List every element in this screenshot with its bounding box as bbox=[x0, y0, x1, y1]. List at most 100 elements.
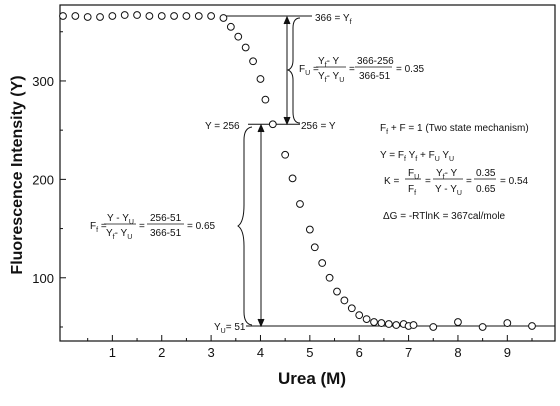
data-point bbox=[261, 95, 270, 104]
data-point bbox=[71, 12, 80, 20]
data-point bbox=[409, 321, 418, 329]
eq-delta-g: ΔG = -RTlnK = 367cal/mole bbox=[383, 211, 506, 222]
data-point bbox=[268, 120, 277, 129]
x-tick-label: 5 bbox=[306, 345, 313, 360]
data-point bbox=[478, 323, 487, 331]
svg-text:= 0.65: = 0.65 bbox=[187, 221, 216, 232]
data-point bbox=[234, 32, 243, 41]
data-point bbox=[454, 318, 462, 326]
y-axis-label: Fluorescence Intensity (Y) bbox=[9, 75, 26, 274]
y-tick-label: 300 bbox=[32, 74, 54, 89]
svg-text:Y - YU: Y - YU bbox=[435, 184, 462, 197]
svg-text:= 0.35: = 0.35 bbox=[396, 64, 425, 75]
x-tick-label: 1 bbox=[109, 345, 116, 360]
svg-text:Y - YU: Y - YU bbox=[107, 213, 134, 226]
svg-text:366-51: 366-51 bbox=[150, 228, 182, 239]
folded-label: 366 = Yf bbox=[315, 13, 352, 26]
data-point bbox=[377, 319, 386, 327]
svg-text:0.65: 0.65 bbox=[476, 184, 496, 195]
annotations: 366 = Yf Y = 256 256 = Y YU= 51 FU = Yf-… bbox=[90, 13, 529, 335]
data-point bbox=[241, 43, 250, 52]
svg-text:Yf- Y: Yf- Y bbox=[436, 168, 458, 181]
data-point bbox=[59, 12, 67, 20]
eq-y-sum: Y = Ff Yf + FU YU bbox=[380, 150, 454, 163]
data-point bbox=[288, 174, 297, 183]
data-point bbox=[157, 12, 166, 20]
eq-two-state: Ff + F = 1 (Two state mechanism) bbox=[380, 123, 529, 136]
data-point bbox=[296, 200, 304, 208]
data-point bbox=[355, 311, 364, 320]
data-point bbox=[207, 12, 216, 20]
equations-block: Ff + F = 1 (Two state mechanism) Y = Ff … bbox=[380, 123, 529, 222]
upper-arrowhead-bottom bbox=[283, 116, 291, 126]
data-point bbox=[347, 304, 356, 313]
data-point bbox=[194, 12, 203, 20]
data-point bbox=[170, 12, 178, 20]
svg-text:=: = bbox=[466, 176, 472, 187]
eq-k: K = FU Ff = Yf- Y Y - YU = 0.35 0.65 = 0… bbox=[384, 168, 529, 197]
data-point bbox=[226, 22, 235, 31]
data-point bbox=[325, 273, 334, 282]
data-point bbox=[305, 225, 314, 234]
axis-ticks: 1 2 3 4 5 6 7 8 9 100 200 300 bbox=[32, 31, 533, 360]
svg-text:256-51: 256-51 bbox=[150, 213, 182, 224]
data-point bbox=[83, 13, 92, 21]
lower-brace bbox=[237, 126, 253, 326]
data-point bbox=[219, 14, 228, 22]
svg-text:Yf- Y: Yf- Y bbox=[318, 56, 340, 69]
unfolded-label: YU= 51 bbox=[214, 322, 246, 335]
lower-arrowhead-bottom bbox=[257, 318, 265, 328]
svg-text:K =: K = bbox=[384, 176, 399, 187]
data-point bbox=[281, 150, 290, 159]
x-tick-label: 7 bbox=[405, 345, 412, 360]
x-axis-label: Urea (M) bbox=[278, 369, 346, 388]
x-tick-label: 4 bbox=[257, 345, 264, 360]
data-point bbox=[333, 287, 341, 296]
plot-frame bbox=[59, 4, 556, 342]
svg-text:=: = bbox=[349, 64, 355, 75]
data-point bbox=[96, 13, 104, 21]
svg-text:366-256: 366-256 bbox=[357, 56, 394, 67]
svg-text:= 0.54: = 0.54 bbox=[500, 176, 529, 187]
data-point bbox=[310, 243, 319, 252]
svg-text:Yf- YU: Yf- YU bbox=[106, 228, 132, 241]
data-point bbox=[133, 11, 141, 19]
fu-equation: FU = Yf- Y Yf- YU = 366-256 366-51 = 0.3… bbox=[299, 56, 425, 84]
annotation-graphics bbox=[237, 15, 301, 328]
x-tick-label: 9 bbox=[504, 345, 511, 360]
data-point bbox=[503, 319, 512, 327]
data-point bbox=[108, 12, 117, 20]
data-point bbox=[528, 322, 536, 330]
mid-left-label: Y = 256 bbox=[205, 121, 240, 132]
svg-text:366-51: 366-51 bbox=[359, 71, 391, 82]
y-tick-label: 200 bbox=[32, 172, 54, 187]
x-tick-label: 3 bbox=[207, 345, 214, 360]
data-point bbox=[249, 57, 257, 66]
data-point bbox=[318, 259, 327, 267]
x-tick-label: 8 bbox=[454, 345, 461, 360]
data-point bbox=[120, 11, 129, 19]
svg-text:FU =: FU = bbox=[299, 64, 319, 77]
mid-right-label: 256 = Y bbox=[301, 121, 336, 132]
data-points bbox=[59, 11, 536, 331]
lower-arrowhead-top bbox=[257, 123, 265, 133]
data-point bbox=[362, 315, 371, 324]
upper-brace bbox=[286, 17, 301, 124]
data-point bbox=[340, 296, 349, 305]
data-point bbox=[384, 320, 393, 328]
svg-text:Ff =: Ff = bbox=[90, 221, 107, 234]
svg-text:=: = bbox=[139, 221, 145, 232]
data-point bbox=[256, 75, 265, 83]
data-point bbox=[370, 318, 378, 326]
svg-text:=: = bbox=[425, 176, 431, 187]
y-tick-label: 100 bbox=[32, 271, 54, 286]
x-tick-label: 6 bbox=[356, 345, 363, 360]
x-tick-label: 2 bbox=[158, 345, 165, 360]
data-point bbox=[392, 321, 401, 329]
data-point bbox=[182, 12, 191, 20]
svg-text:0.35: 0.35 bbox=[476, 168, 496, 179]
data-point bbox=[429, 323, 438, 331]
upper-arrowhead-top bbox=[283, 15, 291, 25]
svg-text:Yf- YU: Yf- YU bbox=[318, 71, 344, 84]
